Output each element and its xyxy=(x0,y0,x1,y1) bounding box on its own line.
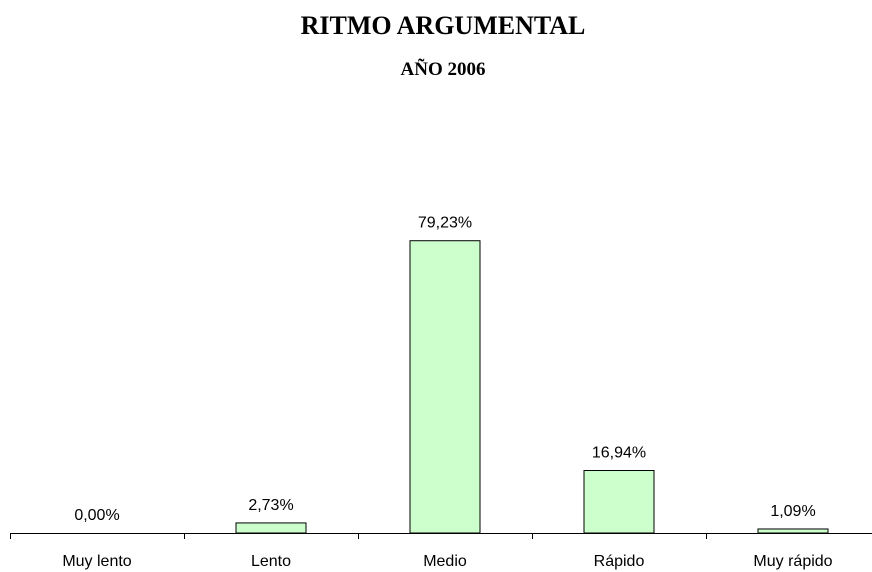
x-tick-label: Medio xyxy=(423,553,467,570)
data-label: 1,09% xyxy=(770,503,815,520)
bar xyxy=(409,240,481,534)
bar xyxy=(583,470,655,534)
chart-subtitle: AÑO 2006 xyxy=(401,58,486,80)
bar xyxy=(235,522,307,534)
x-tick-label: Muy rápido xyxy=(753,553,832,570)
data-label: 0,00% xyxy=(74,507,119,524)
data-label: 2,73% xyxy=(248,497,293,514)
x-tick-label: Lento xyxy=(251,553,291,570)
data-label: 79,23% xyxy=(418,215,472,232)
x-tick-label: Muy lento xyxy=(62,553,131,570)
bar xyxy=(757,528,829,534)
data-label: 16,94% xyxy=(592,445,646,462)
plot-area: 0,00% Muy lento 2,73% Lento 79,23% Medio 16,94… xyxy=(10,215,872,570)
chart-title: RITMO ARGUMENTAL xyxy=(301,11,586,40)
x-tick-label: Rápido xyxy=(594,553,645,570)
